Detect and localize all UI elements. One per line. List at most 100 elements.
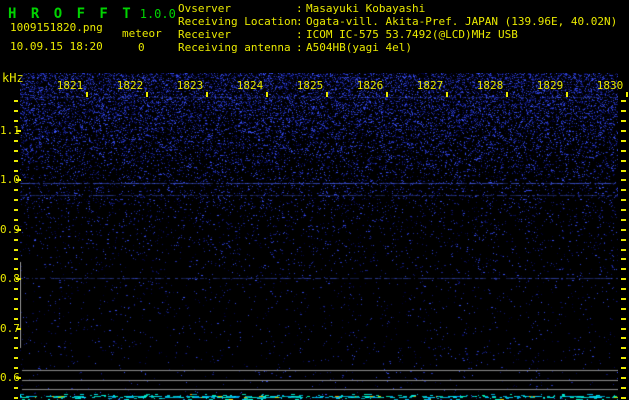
y-axis-minor-tick: [14, 169, 18, 172]
y-axis-minor-tick: [14, 139, 18, 142]
y-axis-minor-tick: [14, 120, 18, 123]
y-axis-minor-tick: [14, 258, 18, 261]
y-axis-tick-label: 0.6: [0, 371, 20, 384]
y-axis-right-tick: [621, 110, 626, 113]
y-axis-minor-tick: [14, 288, 18, 291]
app-title-letters: H R O F F T: [8, 6, 134, 22]
info-value: Masayuki Kobayashi: [306, 2, 426, 15]
y-axis-right-tick: [621, 100, 626, 103]
y-axis-minor-tick: [14, 297, 18, 300]
y-axis-right-tick: [621, 337, 626, 340]
y-axis-minor-tick: [14, 209, 18, 212]
meteor-count: 0: [138, 41, 145, 54]
y-axis-right-tick: [621, 169, 626, 172]
x-axis-tick-mark: [266, 92, 268, 97]
x-axis-tick-mark: [506, 92, 508, 97]
y-axis-right-tick: [621, 297, 626, 300]
y-axis-minor-tick: [14, 307, 18, 310]
info-colon: :: [296, 15, 303, 28]
y-axis-minor-tick: [14, 218, 18, 221]
y-axis-right-tick: [621, 377, 626, 379]
info-label: Ovserver: [178, 2, 231, 15]
x-axis-tick-mark: [626, 92, 628, 97]
output-filename: 1009151820.png: [10, 21, 103, 34]
x-axis-tick-label: 1829: [536, 79, 564, 92]
info-row-antenna: Receiving antenna: A504HB(yagi 4el): [178, 41, 617, 54]
y-axis-right-tick: [621, 288, 626, 291]
y-axis-minor-tick: [14, 367, 18, 370]
y-axis-right-tick: [621, 278, 626, 281]
y-axis-minor-tick: [14, 199, 18, 202]
x-axis-tick-mark: [206, 92, 208, 97]
mode-label: meteor: [122, 27, 162, 40]
y-axis-minor-tick: [14, 100, 18, 103]
y-axis-right-tick: [621, 199, 626, 202]
y-axis-minor-tick: [14, 189, 18, 192]
info-colon: :: [296, 41, 303, 54]
info-row-receiver: Receiver: ICOM IC-575 53.7492(@LCD)MHz US…: [178, 28, 617, 41]
y-axis-minor-tick: [14, 110, 18, 113]
y-axis-minor-tick: [14, 317, 18, 320]
y-axis-right-tick: [621, 228, 626, 231]
y-axis-minor-tick: [14, 248, 18, 251]
y-axis-right-tick: [621, 159, 626, 162]
y-axis-minor-tick: [14, 357, 18, 360]
y-axis-right-tick: [621, 396, 626, 399]
info-label: Receiving antenna: [178, 41, 291, 54]
info-row-observer: Ovserver: Masayuki Kobayashi: [178, 2, 617, 15]
y-axis-tick-label: 1.0: [0, 173, 20, 187]
y-axis-major-tick: [16, 228, 21, 231]
y-axis-right-tick: [621, 139, 626, 142]
y-axis-right-tick: [621, 130, 626, 132]
y-axis-right-tick: [621, 258, 626, 261]
info-row-location: Receiving Location: Ogata-vill. Akita-Pre…: [178, 15, 617, 28]
y-axis-minor-tick: [14, 386, 18, 389]
x-axis-tick-mark: [566, 92, 568, 97]
y-axis-unit-label: kHz: [2, 71, 24, 85]
datetime-label: 10.09.15 18:20: [10, 40, 103, 53]
info-value: A504HB(yagi 4el): [306, 41, 412, 54]
x-axis-tick-label: 1824: [236, 79, 264, 92]
y-axis-minor-tick: [14, 337, 18, 340]
y-axis-right-tick: [621, 367, 626, 370]
info-colon: :: [296, 2, 303, 15]
y-axis-right-tick: [621, 317, 626, 320]
y-axis-right-tick: [621, 357, 626, 360]
y-axis-right-tick: [621, 120, 626, 123]
x-axis-tick-label: 1830: [596, 79, 624, 92]
x-axis-tick-label: 1822: [116, 79, 144, 92]
y-axis-right-tick: [621, 209, 626, 212]
y-axis-major-tick: [16, 179, 21, 182]
x-axis-tick-mark: [446, 92, 448, 97]
spectrogram-canvas: [20, 73, 618, 400]
y-axis-tick-label: 0.8: [0, 272, 20, 286]
y-axis-major-tick: [16, 130, 21, 132]
x-axis-tick-label: 1823: [176, 79, 204, 92]
y-axis-minor-tick: [14, 268, 18, 271]
x-axis-tick-mark: [326, 92, 328, 97]
x-axis-tick-mark: [146, 92, 148, 97]
info-value: ICOM IC-575 53.7492(@LCD)MHz USB: [306, 28, 518, 41]
y-axis-right-tick: [621, 248, 626, 251]
y-axis-right-tick: [621, 347, 626, 350]
y-axis-right-tick: [621, 386, 626, 389]
y-axis-minor-tick: [14, 347, 18, 350]
y-axis-right-tick: [621, 179, 626, 182]
x-axis-tick-label: 1827: [416, 79, 444, 92]
info-label: Receiving Location: [178, 15, 298, 28]
y-axis-right-tick: [621, 268, 626, 271]
x-axis-tick-mark: [86, 92, 88, 97]
y-axis-right-tick: [621, 307, 626, 310]
info-value: Ogata-vill. Akita-Pref. JAPAN (139.96E, …: [306, 15, 618, 28]
y-axis-major-tick: [16, 377, 21, 379]
y-axis-right-tick: [621, 189, 626, 192]
station-info-block: Ovserver: Masayuki Kobayashi Receiving Lo…: [178, 2, 617, 54]
x-axis-tick-label: 1828: [476, 79, 504, 92]
y-axis-minor-tick: [14, 396, 18, 399]
y-axis-major-tick: [16, 327, 21, 330]
y-axis-tick-label: 1.1: [0, 124, 20, 137]
info-label: Receiver: [178, 28, 231, 41]
x-axis-tick-label: 1821: [56, 79, 84, 92]
x-axis-tick-label: 1826: [356, 79, 384, 92]
